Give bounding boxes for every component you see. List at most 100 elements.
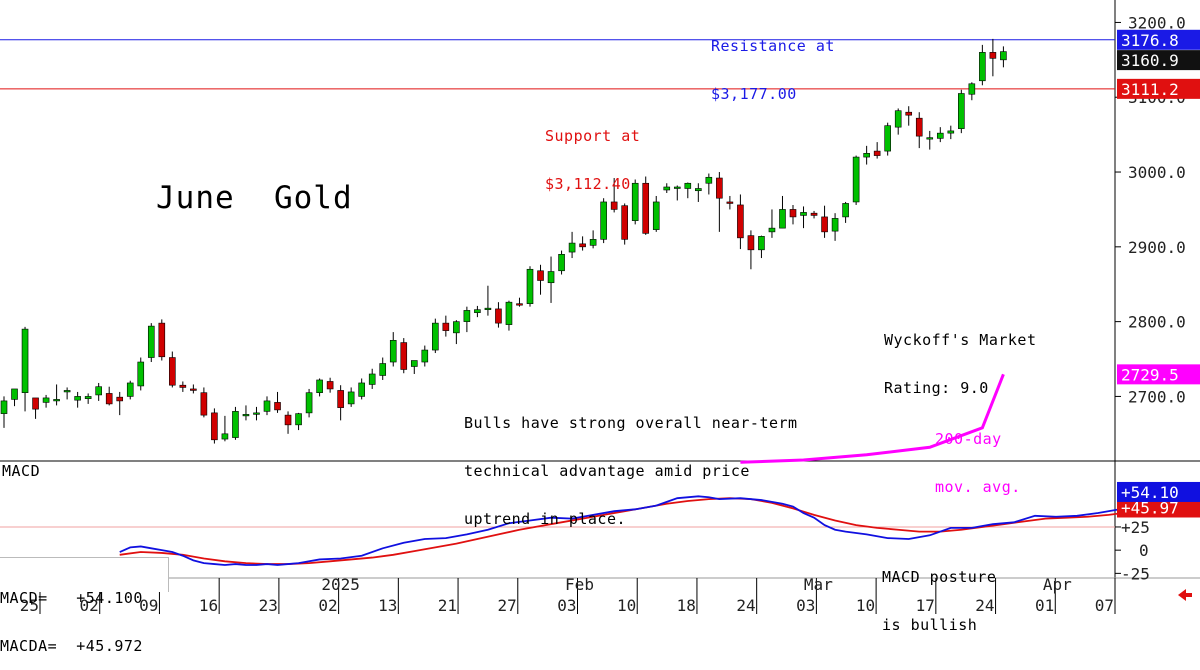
candle-down: [716, 177, 723, 199]
macd-badge-bg: [1117, 481, 1200, 502]
macd-lines: [119, 495, 1162, 566]
candle-up: [568, 242, 576, 253]
candle-up: [263, 400, 271, 412]
candle-up: [253, 412, 260, 415]
axes: 3200.03100.03000.02900.02800.02700.02502…: [20, 13, 1186, 614]
candle-down: [621, 205, 628, 240]
candle-down: [737, 204, 744, 239]
x-tick-label: 24: [736, 596, 755, 614]
plot-frame: [0, 0, 1200, 579]
candle-up: [0, 400, 8, 414]
candle-up: [42, 397, 50, 403]
candle-down: [989, 52, 997, 59]
candle-up: [600, 201, 607, 240]
period-label: Mar: [804, 575, 833, 594]
macda-badge-bg: [1117, 497, 1200, 518]
resistance-badge: 3176.8: [1121, 31, 1179, 50]
candle-up: [84, 396, 92, 399]
period-label: 2025: [321, 575, 360, 594]
macd-line: [119, 495, 1162, 566]
x-tick-label: 27: [498, 596, 517, 614]
candle-down: [579, 243, 586, 248]
support-line-1: Support at: [545, 127, 641, 145]
support-badge-bg: [1117, 78, 1200, 99]
candle-down: [516, 303, 523, 306]
macd-comment: MACD posture is bullish: [882, 537, 996, 649]
x-tick-label: 10: [617, 596, 636, 614]
candle-down: [537, 270, 544, 281]
candle-down: [642, 182, 650, 234]
macd-tick-label: 0: [1139, 541, 1149, 560]
x-tick-label: 21: [438, 596, 457, 614]
x-tick-label: 13: [378, 596, 397, 614]
candle-up: [968, 83, 976, 95]
x-tick-label: 23: [259, 596, 278, 614]
candle-down: [284, 414, 292, 426]
candle-down: [32, 397, 39, 410]
candle-down: [105, 393, 113, 405]
candle-up: [295, 413, 302, 426]
candle-down: [179, 384, 187, 388]
candle-up: [652, 201, 660, 230]
candlestick-series: [0, 38, 1007, 444]
x-tick-label: 18: [677, 596, 696, 614]
ma-line-1: 200-day: [935, 430, 1002, 448]
candle-up: [126, 382, 134, 397]
x-tick-label: 02: [79, 596, 98, 614]
x-tick-label: 09: [139, 596, 158, 614]
candle-down: [789, 209, 797, 218]
x-tick-label: 17: [916, 596, 935, 614]
x-tick-label: 03: [557, 596, 576, 614]
candle-up: [63, 390, 71, 393]
candle-up: [768, 227, 776, 233]
gold-chart: 3200.03100.03000.02900.02800.02700.02502…: [0, 0, 1200, 614]
candle-up: [842, 203, 849, 218]
candle-up: [631, 182, 639, 221]
candle-up: [884, 125, 891, 152]
candle-down: [337, 390, 344, 408]
candle-up: [831, 218, 839, 232]
candle-up: [852, 156, 860, 203]
macd-readout: MACD= +54.100 MACDA= +45.972: [0, 557, 169, 654]
candle-down: [116, 396, 124, 402]
candle-up: [410, 360, 418, 367]
candle-down: [442, 322, 450, 331]
ma-200-line: [740, 373, 1005, 464]
last-price-badge-bg: [1117, 50, 1200, 71]
candle-up: [894, 110, 902, 128]
candle-up: [358, 382, 365, 397]
candle-up: [21, 328, 29, 393]
back-arrow-icon[interactable]: [1174, 586, 1196, 604]
candle-down: [200, 392, 208, 416]
moving-average-layer: [740, 373, 1005, 464]
candle-down: [905, 111, 913, 116]
x-tick-label: 03: [796, 596, 815, 614]
candle-up: [484, 307, 492, 310]
candle-down: [747, 235, 755, 251]
rating-line-2: Rating: 9.0: [884, 379, 989, 397]
candle-up: [926, 137, 934, 140]
y-tick-label: 2700.0: [1128, 387, 1186, 406]
candle-up: [936, 132, 944, 139]
resistance-badge-bg: [1117, 29, 1200, 50]
candle-up: [53, 399, 60, 402]
candle-up: [305, 392, 313, 414]
macd-title: MACD: [2, 462, 41, 480]
candle-down: [873, 150, 881, 156]
support-annotation: Support at $3,112.40: [545, 96, 640, 208]
candle-down: [610, 201, 618, 210]
resistance-line-1: Resistance at: [711, 37, 835, 55]
candle-up: [800, 212, 807, 216]
macd-tick-label: -25: [1121, 564, 1150, 583]
candle-down: [726, 201, 734, 204]
support-line-2: $3,112.40: [545, 175, 631, 193]
x-tick-label: 10: [856, 596, 875, 614]
candle-up: [979, 52, 986, 82]
candle-down: [810, 212, 818, 216]
candle-down: [190, 388, 197, 391]
candle-up: [137, 361, 145, 387]
macd-readout-line-2: MACDA= +45.972: [0, 637, 143, 655]
candle-up: [673, 186, 681, 189]
macd-comment-line-1: MACD posture: [882, 568, 997, 586]
